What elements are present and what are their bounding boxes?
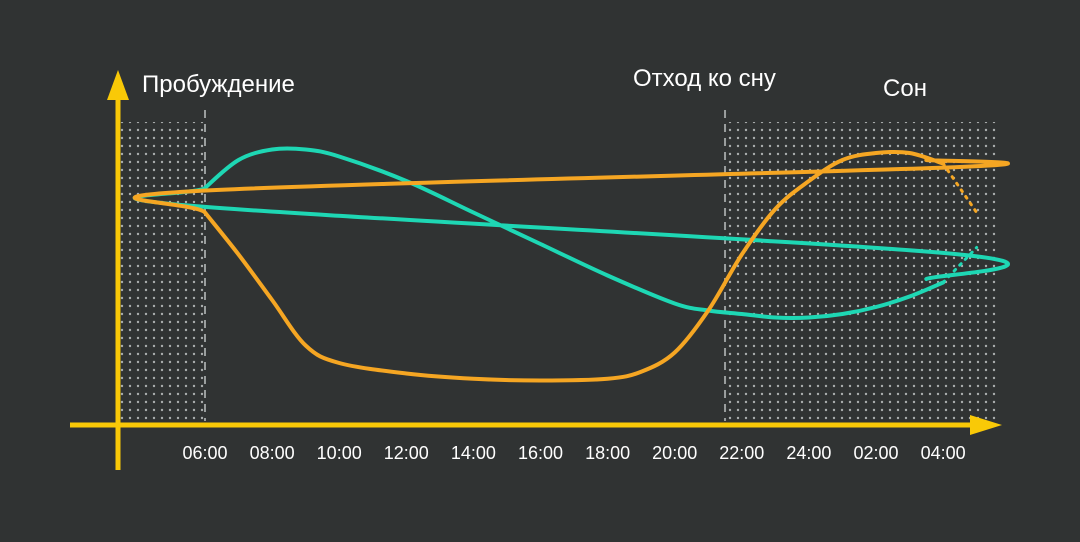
x-tick-label: 06:00	[182, 443, 227, 463]
phase-label-2: Отход ко сну	[633, 65, 776, 92]
phase-label-3: Сон	[883, 75, 927, 102]
x-tick-label: 14:00	[451, 443, 496, 463]
phase-label-1: Пробуждение	[142, 71, 295, 98]
x-tick-label: 02:00	[853, 443, 898, 463]
x-tick-label: 04:00	[921, 443, 966, 463]
x-tick-labels: 06:00 08:00 10:00 12:00 14:00 16:00 18:00 20:00…	[182, 443, 965, 463]
series-2-line	[132, 149, 1010, 383]
axis-layer	[70, 70, 1002, 470]
x-tick-label: 22:00	[719, 443, 764, 463]
x-tick-label: 18:00	[585, 443, 630, 463]
x-tick-label: 20:00	[652, 443, 697, 463]
series-1-line	[132, 146, 1010, 320]
phase-layer	[120, 110, 996, 421]
x-tick-label: 24:00	[786, 443, 831, 463]
y-axis-arrow	[107, 70, 129, 100]
series-layer	[132, 146, 1010, 383]
x-tick-label: 12:00	[384, 443, 429, 463]
x-axis-arrow	[970, 415, 1002, 435]
wake-phase-shading	[120, 122, 205, 421]
series-2-continuation	[941, 162, 979, 214]
x-tick-label: 10:00	[317, 443, 362, 463]
series-1-continuation	[941, 246, 979, 284]
x-tick-label: 08:00	[250, 443, 295, 463]
phase-labels: Пробуждение Отход ко сну Сон	[142, 65, 927, 102]
x-tick-label: 16:00	[518, 443, 563, 463]
